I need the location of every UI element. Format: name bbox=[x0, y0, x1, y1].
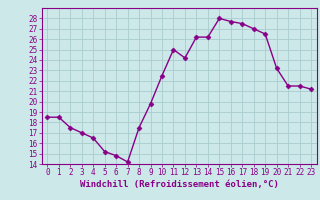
X-axis label: Windchill (Refroidissement éolien,°C): Windchill (Refroidissement éolien,°C) bbox=[80, 180, 279, 189]
